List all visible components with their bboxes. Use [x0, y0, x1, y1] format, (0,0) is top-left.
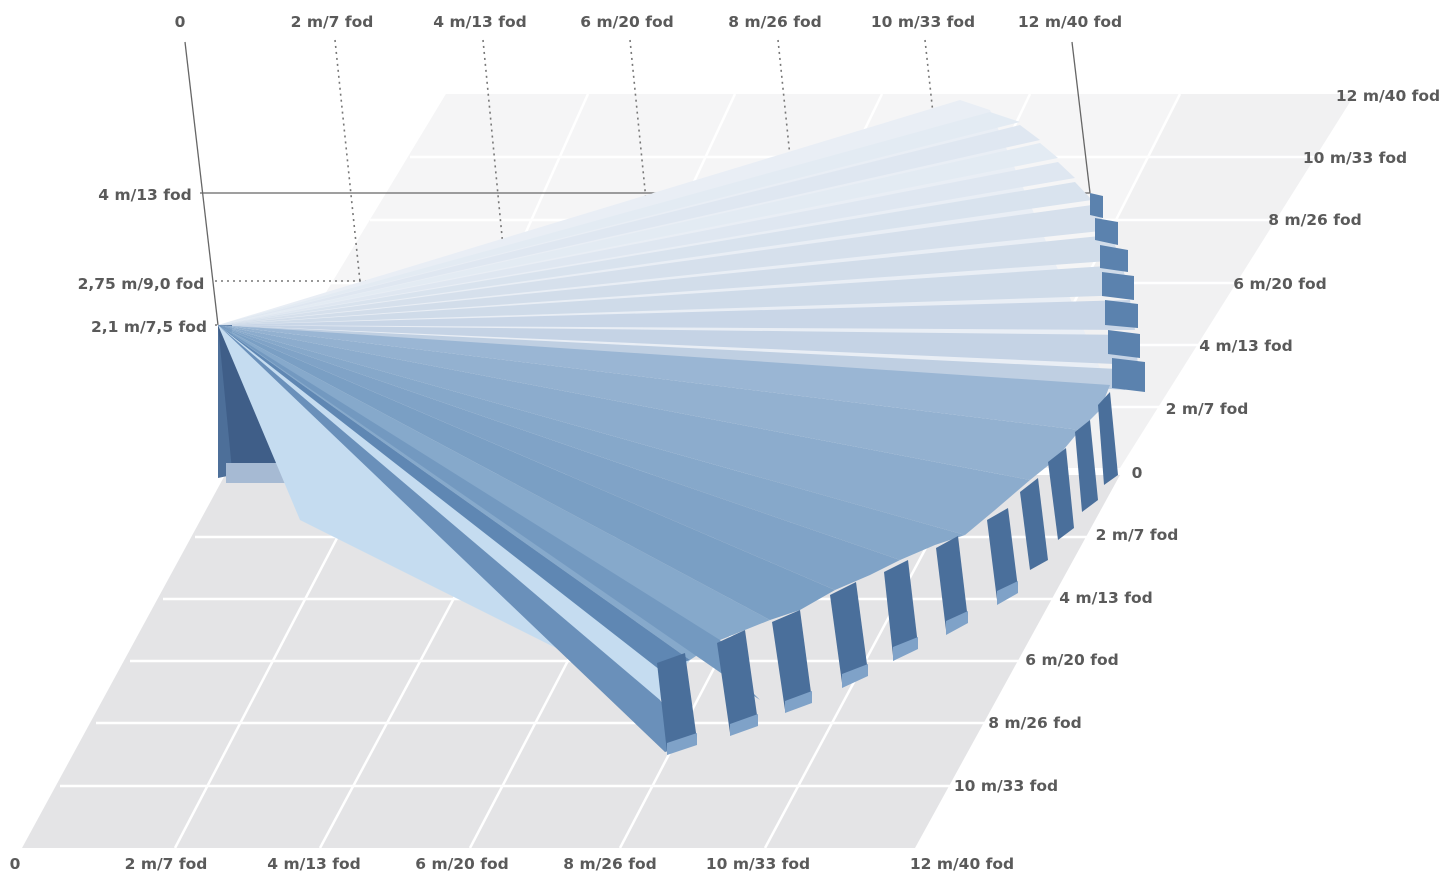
upper-beam-fan	[218, 100, 1145, 392]
bottom-axis-labels: 0 2 m/7 fod 4 m/13 fod 6 m/20 fod 8 m/26…	[10, 855, 1015, 873]
bottom-axis-label: 2 m/7 fod	[125, 855, 208, 873]
top-axis-label: 12 m/40 fod	[1018, 13, 1122, 31]
top-axis-label: 0	[175, 13, 186, 31]
top-axis-labels: 0 2 m/7 fod 4 m/13 fod 6 m/20 fod 8 m/26…	[175, 13, 1123, 31]
right-lower-axis-label: 4 m/13 fod	[1059, 589, 1152, 607]
top-axis-label: 4 m/13 fod	[433, 13, 526, 31]
right-upper-axis-labels: 12 m/40 fod 10 m/33 fod 8 m/26 fod 6 m/2…	[1132, 87, 1441, 482]
right-upper-axis-label: 0	[1132, 464, 1143, 482]
beam-end-caps	[657, 392, 1118, 752]
bottom-axis-label: 4 m/13 fod	[267, 855, 360, 873]
bottom-axis-label: 8 m/26 fod	[563, 855, 656, 873]
right-lower-axis-label: 8 m/26 fod	[988, 714, 1081, 732]
top-axis-label: 6 m/20 fod	[580, 13, 673, 31]
bottom-axis-label: 6 m/20 fod	[415, 855, 508, 873]
right-upper-axis-label: 8 m/26 fod	[1268, 211, 1361, 229]
right-lower-axis-label: 10 m/33 fod	[954, 777, 1058, 795]
upper-mount-height-label: 2,75 m/9,0 fod	[78, 275, 205, 293]
right-upper-axis-label: 4 m/13 fod	[1199, 337, 1292, 355]
right-lower-axis-label: 2 m/7 fod	[1096, 526, 1179, 544]
right-lower-axis-label: 6 m/20 fod	[1025, 651, 1118, 669]
right-upper-axis-label: 12 m/40 fod	[1336, 87, 1440, 105]
right-upper-axis-label: 10 m/33 fod	[1303, 149, 1407, 167]
right-upper-axis-label: 2 m/7 fod	[1166, 400, 1249, 418]
lower-mount-height-label: 2,1 m/7,5 fod	[91, 318, 207, 336]
height-labels: 4 m/13 fod 2,75 m/9,0 fod 2,1 m/7,5 fod	[78, 186, 207, 336]
top-axis-label: 10 m/33 fod	[871, 13, 975, 31]
bottom-axis-label: 0	[10, 855, 21, 873]
right-lower-axis-labels: 2 m/7 fod 4 m/13 fod 6 m/20 fod 8 m/26 f…	[954, 526, 1178, 795]
top-axis-label: 2 m/7 fod	[291, 13, 374, 31]
top-axis-label: 8 m/26 fod	[728, 13, 821, 31]
bottom-axis-label: 10 m/33 fod	[706, 855, 810, 873]
max-height-label: 4 m/13 fod	[98, 186, 191, 204]
right-upper-axis-label: 6 m/20 fod	[1233, 275, 1326, 293]
lower-beam-fan	[218, 325, 1118, 755]
bottom-axis-label: 12 m/40 fod	[910, 855, 1014, 873]
